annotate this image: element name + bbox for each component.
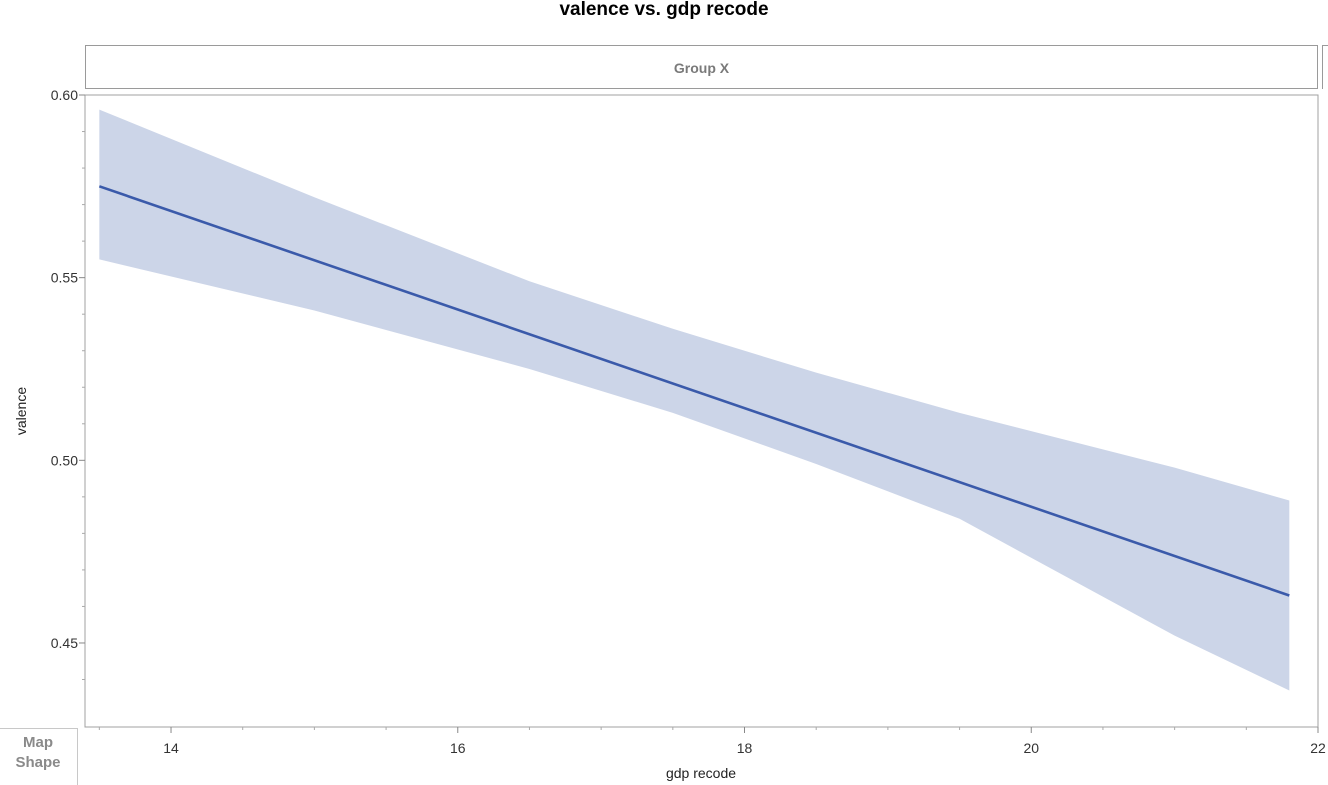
map-label: Map <box>23 734 53 751</box>
y-tick-label: 0.45 <box>51 635 78 651</box>
confidence-band-layer <box>99 109 1290 691</box>
y-tick-label: 0.60 <box>51 87 78 103</box>
x-tick-label: 14 <box>163 740 179 756</box>
map-shape-label[interactable]: Map Shape <box>8 733 68 773</box>
x-tick-label: 20 <box>1023 740 1039 756</box>
group-header-edge <box>1322 45 1328 89</box>
fit-line-layer <box>98 185 1290 597</box>
confidence-band <box>99 109 1290 691</box>
x-tick-label: 16 <box>450 740 466 756</box>
y-axis-title: valence <box>13 387 29 435</box>
x-axis: 14 16 18 20 22 <box>98 727 1326 756</box>
map-shape-cell <box>0 728 78 785</box>
chart-title: valence vs. gdp recode <box>559 0 769 20</box>
y-tick-label: 0.55 <box>51 270 78 286</box>
fit-line <box>98 185 1290 597</box>
y-tick-label: 0.50 <box>51 452 78 468</box>
y-axis: 0.45 0.50 0.55 0.60 <box>51 87 85 681</box>
x-tick-label: 18 <box>737 740 753 756</box>
x-tick-label: 22 <box>1310 740 1326 756</box>
x-axis-title: gdp recode <box>666 765 736 781</box>
group-header: Group X <box>85 45 1318 89</box>
shape-label: Shape <box>15 754 61 771</box>
